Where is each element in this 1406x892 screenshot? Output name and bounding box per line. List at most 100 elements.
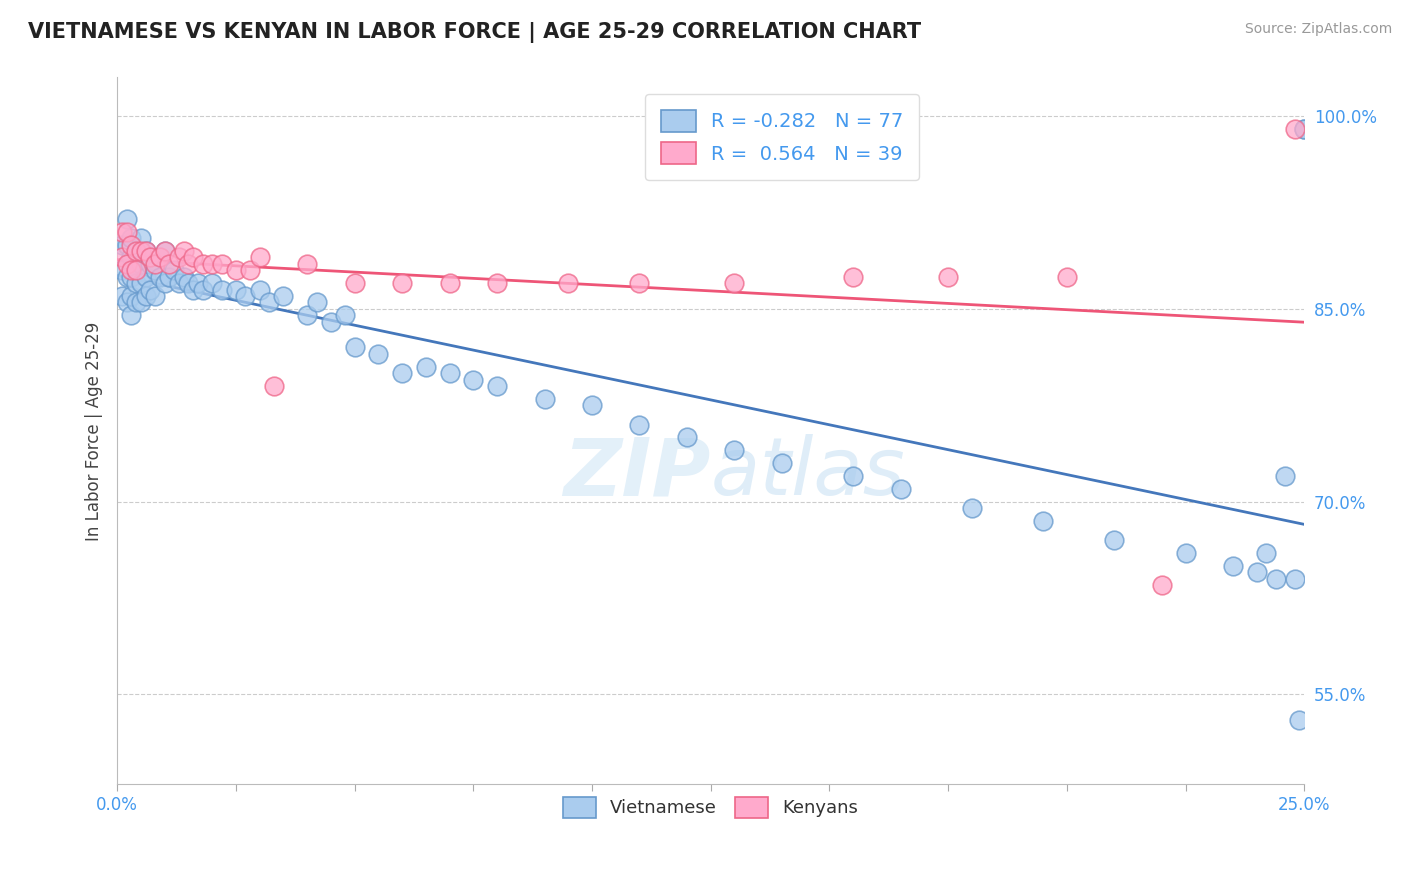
Point <box>125 295 148 310</box>
Point <box>628 276 651 290</box>
Point <box>1294 121 1316 136</box>
Point <box>149 251 172 265</box>
Point <box>143 257 166 271</box>
Point <box>239 263 262 277</box>
Point <box>135 289 157 303</box>
Point <box>463 372 485 386</box>
Point <box>1274 469 1296 483</box>
Point <box>135 244 157 258</box>
Point <box>1246 566 1268 580</box>
Point <box>120 231 142 245</box>
Point <box>153 276 176 290</box>
Point <box>225 283 247 297</box>
Point <box>149 269 172 284</box>
Point <box>120 308 142 322</box>
Point <box>1294 121 1316 136</box>
Point <box>177 257 200 271</box>
Point <box>235 289 257 303</box>
Point <box>143 289 166 303</box>
Point <box>273 289 295 303</box>
Point <box>581 398 603 412</box>
Point <box>111 251 134 265</box>
Point <box>111 225 134 239</box>
Point <box>125 276 148 290</box>
Point <box>333 308 356 322</box>
Point <box>120 269 142 284</box>
Point <box>111 237 134 252</box>
Point <box>115 295 138 310</box>
Point <box>163 263 186 277</box>
Point <box>439 276 461 290</box>
Point <box>319 315 342 329</box>
Point <box>723 443 745 458</box>
Point <box>1104 533 1126 548</box>
Point <box>129 231 152 245</box>
Point <box>676 430 699 444</box>
Point <box>201 257 224 271</box>
Point <box>153 244 176 258</box>
Point <box>1032 514 1054 528</box>
Y-axis label: In Labor Force | Age 25-29: In Labor Force | Age 25-29 <box>86 321 103 541</box>
Point <box>842 269 865 284</box>
Text: atlas: atlas <box>710 434 905 512</box>
Point <box>225 263 247 277</box>
Point <box>890 482 912 496</box>
Point <box>257 295 280 310</box>
Point <box>211 257 233 271</box>
Point <box>391 366 413 380</box>
Point <box>173 244 195 258</box>
Point <box>135 244 157 258</box>
Point <box>533 392 555 406</box>
Point <box>1174 546 1197 560</box>
Point <box>115 257 138 271</box>
Point <box>157 257 180 271</box>
Point <box>167 251 190 265</box>
Point <box>439 366 461 380</box>
Point <box>201 276 224 290</box>
Point <box>1256 546 1278 560</box>
Point <box>191 283 214 297</box>
Point <box>167 276 190 290</box>
Point <box>936 269 959 284</box>
Point <box>115 269 138 284</box>
Point <box>1222 558 1244 573</box>
Point <box>111 263 134 277</box>
Point <box>960 501 983 516</box>
Point <box>842 469 865 483</box>
Point <box>129 276 152 290</box>
Point <box>557 276 579 290</box>
Point <box>1150 578 1173 592</box>
Point <box>1284 572 1306 586</box>
Point <box>173 269 195 284</box>
Legend: Vietnamese, Kenyans: Vietnamese, Kenyans <box>557 789 865 825</box>
Text: Source: ZipAtlas.com: Source: ZipAtlas.com <box>1244 22 1392 37</box>
Point <box>295 308 318 322</box>
Point <box>1264 572 1286 586</box>
Point <box>723 276 745 290</box>
Point <box>139 251 162 265</box>
Point <box>129 257 152 271</box>
Point <box>211 283 233 297</box>
Text: ZIP: ZIP <box>564 434 710 512</box>
Point <box>249 283 271 297</box>
Point <box>177 276 200 290</box>
Point <box>125 244 148 258</box>
Point <box>263 379 285 393</box>
Point <box>135 269 157 284</box>
Point <box>111 289 134 303</box>
Point <box>120 237 142 252</box>
Point <box>115 211 138 226</box>
Point <box>1284 121 1306 136</box>
Point <box>153 244 176 258</box>
Point <box>115 225 138 239</box>
Point <box>249 251 271 265</box>
Point <box>143 263 166 277</box>
Point <box>120 251 142 265</box>
Point <box>343 276 366 290</box>
Point <box>295 257 318 271</box>
Point <box>139 257 162 271</box>
Point <box>305 295 328 310</box>
Point <box>391 276 413 290</box>
Point <box>191 257 214 271</box>
Point <box>139 283 162 297</box>
